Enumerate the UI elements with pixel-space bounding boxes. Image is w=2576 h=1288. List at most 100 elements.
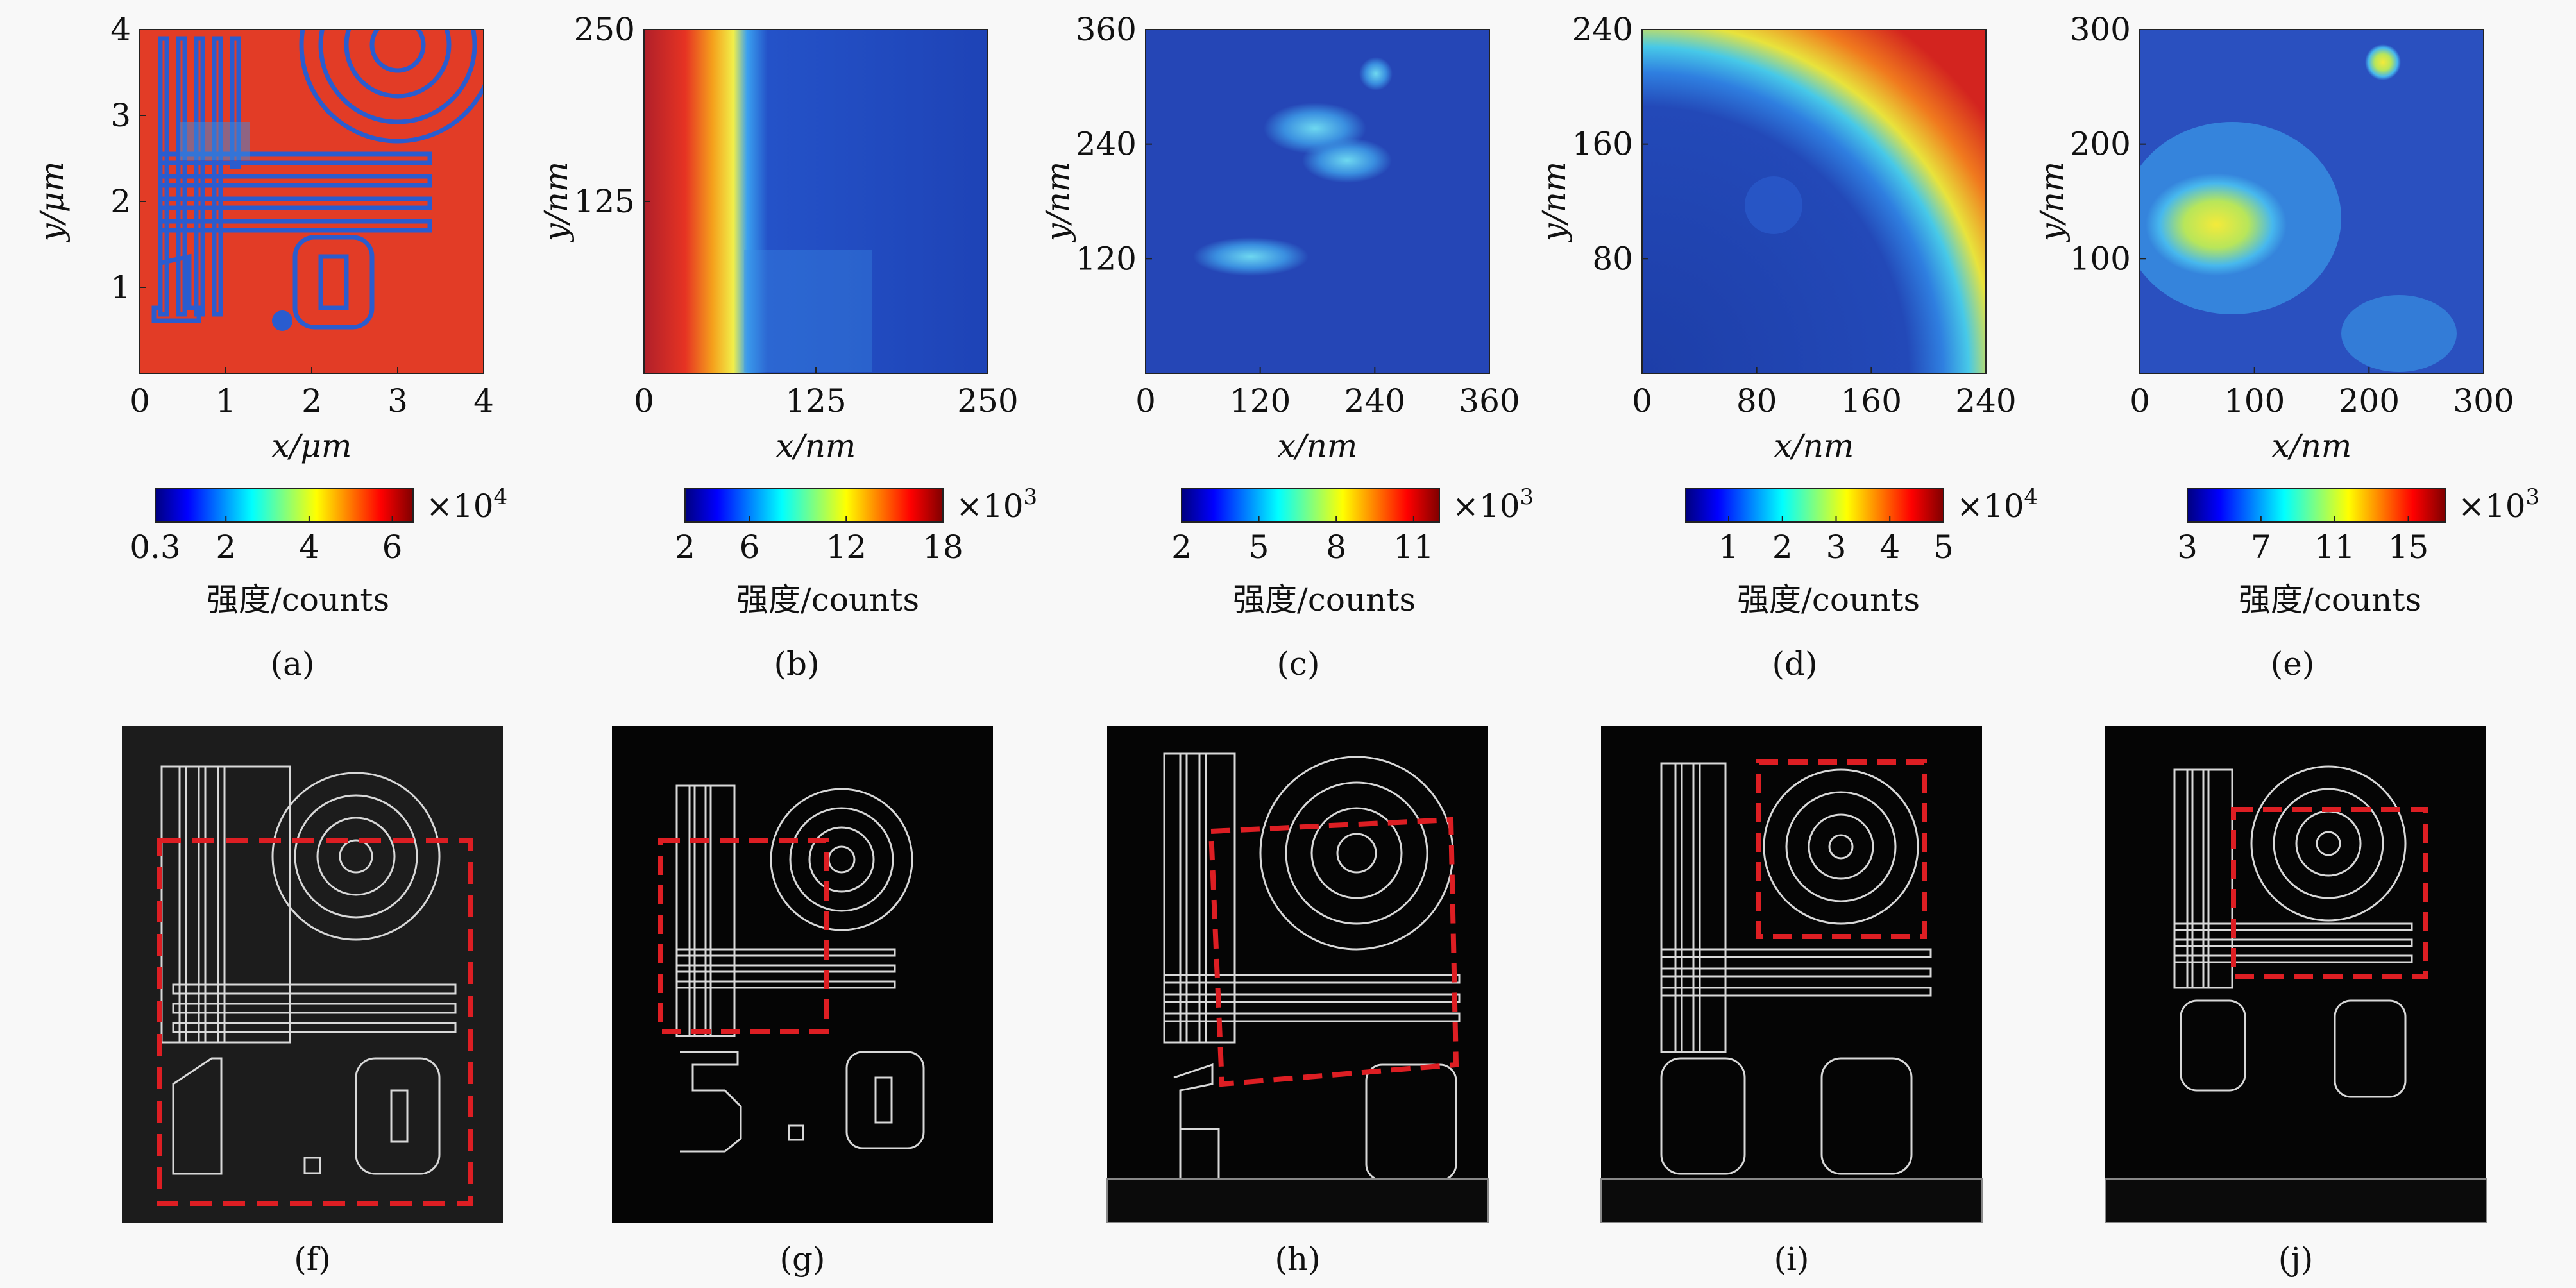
colorbar-label: 强度/counts xyxy=(736,581,919,618)
colorbar-tick-label: 15 xyxy=(2388,529,2429,566)
colorbar-multiplier-exponent: 3 xyxy=(1024,484,1038,510)
colorbar-multiplier-exponent: 4 xyxy=(2024,484,2038,510)
y-axis-label: y/μm xyxy=(33,162,71,243)
colorbar-tick-label: 6 xyxy=(740,529,760,566)
heatmap-a xyxy=(140,30,484,373)
colorbar-multiplier-exponent: 4 xyxy=(494,484,508,510)
x-tick-label: 200 xyxy=(2339,382,2400,419)
y-axis-label: y/nm xyxy=(538,162,575,243)
heatmap-c-frame xyxy=(1145,29,1490,374)
colorbar xyxy=(2187,488,2446,523)
colorbar xyxy=(155,488,414,523)
heatmap-d xyxy=(1642,30,1986,373)
colorbar-multiplier: ×103 xyxy=(2458,484,2539,525)
x-axis-label: x/nm xyxy=(776,427,856,464)
y-tick-label: 200 xyxy=(2070,126,2131,163)
colorbar-tick-label: 4 xyxy=(299,529,319,566)
sem-image-g xyxy=(612,726,993,1223)
colorbar-multiplier-base: ×10 xyxy=(956,487,1024,525)
x-tick-label: 240 xyxy=(1955,382,2016,419)
colorbar-multiplier-exponent: 3 xyxy=(2526,484,2540,510)
y-axis-label: y/nm xyxy=(2033,162,2071,243)
colorbar-multiplier-base: ×10 xyxy=(426,487,494,525)
panel-label: (a) xyxy=(271,645,315,682)
panel-2: 0 125 250 125 250 x/nm y/nm 2 6 12 18 ×103 强度/counts… xyxy=(538,11,1037,682)
colorbar-multiplier-base: ×10 xyxy=(2458,487,2526,525)
colorbar xyxy=(1685,488,1944,523)
colorbar-multiplier-exponent: 3 xyxy=(1520,484,1534,510)
colorbar-label: 强度/counts xyxy=(207,581,389,618)
panel-label: (f) xyxy=(294,1241,331,1278)
colorbar-tick-label: 5 xyxy=(1249,529,1269,566)
x-tick-label: 250 xyxy=(957,382,1018,419)
y-tick-label: 2 xyxy=(110,183,131,220)
y-tick-label: 300 xyxy=(2070,11,2131,48)
colorbar-label: 强度/counts xyxy=(2239,581,2421,618)
x-tick-label: 3 xyxy=(387,382,408,419)
colorbar-tick-label: 8 xyxy=(1326,529,1346,566)
x-tick-label: 125 xyxy=(785,382,846,419)
panel-label: (j) xyxy=(2278,1241,2314,1278)
x-tick-label: 300 xyxy=(2453,382,2514,419)
x-tick-label: 100 xyxy=(2224,382,2285,419)
colorbar-tick-label: 12 xyxy=(826,529,867,566)
y-tick-label: 125 xyxy=(574,183,635,220)
colorbar-multiplier-base: ×10 xyxy=(1956,487,2024,525)
x-axis-label: x/μm xyxy=(272,427,352,464)
heatmap-e-frame xyxy=(2139,29,2484,374)
y-axis-label: y/nm xyxy=(1039,162,1076,243)
x-tick-label: 240 xyxy=(1344,382,1405,419)
y-tick-label: 360 xyxy=(1076,11,1137,48)
panel-label: (h) xyxy=(1275,1241,1320,1278)
x-tick-label: 80 xyxy=(1736,382,1777,419)
y-tick-label: 240 xyxy=(1076,126,1137,163)
colorbar-multiplier: ×103 xyxy=(1452,484,1534,525)
x-tick-label: 0 xyxy=(2130,382,2150,419)
x-tick-label: 1 xyxy=(216,382,236,419)
colorbar-label: 强度/counts xyxy=(1233,581,1416,618)
y-tick-label: 80 xyxy=(1592,240,1633,277)
colorbar xyxy=(684,488,944,523)
y-axis-label: y/nm xyxy=(1536,162,1573,243)
colorbar-label: 强度/counts xyxy=(1737,581,1920,618)
panel-label: (d) xyxy=(1772,645,1817,682)
heatmap-e xyxy=(2140,30,2484,373)
colorbar-multiplier: ×104 xyxy=(426,484,507,525)
x-axis-label: x/nm xyxy=(1278,427,1358,464)
colorbar xyxy=(1181,488,1440,523)
x-tick-label: 0 xyxy=(1135,382,1156,419)
colorbar-tick-label: 2 xyxy=(1772,529,1793,566)
x-tick-label: 120 xyxy=(1230,382,1291,419)
x-axis-label: x/nm xyxy=(2272,427,2352,464)
x-tick-label: 4 xyxy=(473,382,494,419)
colorbar-tick-label: 2 xyxy=(1171,529,1192,566)
y-tick-label: 100 xyxy=(2070,240,2131,277)
sem-image-f xyxy=(122,726,503,1223)
colorbar-tick-label: 6 xyxy=(382,529,403,566)
colorbar-tick-label: 2 xyxy=(675,529,695,566)
colorbar-tick-label: 1 xyxy=(1718,529,1739,566)
sem-image-h xyxy=(1106,726,1489,1223)
colorbar-tick-label: 11 xyxy=(1393,529,1434,566)
colorbar-multiplier: ×104 xyxy=(1956,484,2038,525)
colorbar-tick-label: 3 xyxy=(2177,529,2198,566)
colorbar-tick-label: 7 xyxy=(2251,529,2271,566)
colorbar-multiplier-base: ×10 xyxy=(1452,487,1520,525)
colorbar-tick-label: 5 xyxy=(1933,529,1954,566)
colorbar-multiplier: ×103 xyxy=(956,484,1037,525)
y-tick-label: 160 xyxy=(1572,126,1633,163)
sem-images xyxy=(122,726,2487,1223)
colorbar-tick-label: 3 xyxy=(1826,529,1847,566)
x-axis-label: x/nm xyxy=(1774,427,1854,464)
y-tick-label: 1 xyxy=(110,269,131,306)
x-tick-label: 2 xyxy=(301,382,322,419)
panel-3: 0 120 240 360 120 240 360 x/nm y/nm 2 5 8 11 ×103 强度/c… xyxy=(1039,11,1534,682)
colorbar-tick-label: 11 xyxy=(2314,529,2355,566)
colorbar-tick-label: 2 xyxy=(216,529,236,566)
